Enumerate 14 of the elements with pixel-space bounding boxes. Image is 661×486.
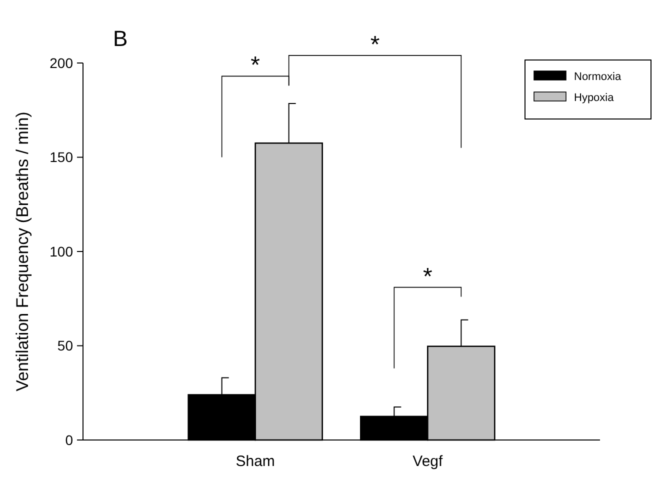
x-tick-label: Sham <box>236 453 275 470</box>
text: * <box>370 31 380 58</box>
chart-title: B <box>113 26 128 51</box>
y-tick-label: 200 <box>50 54 74 71</box>
x-tick-label: Vegf <box>412 453 444 470</box>
y-tick-label: 100 <box>50 243 74 260</box>
annotation: * <box>250 52 260 80</box>
y-tick-label: 0 <box>65 432 74 448</box>
y-axis-title: Ventilation Frequency (Breaths / min) <box>13 112 32 392</box>
legend-label: Normoxia <box>574 70 622 83</box>
annotation: * <box>422 263 432 290</box>
y-tick-label: 50 <box>57 338 74 354</box>
legend-label: Hypoxia <box>574 92 615 104</box>
y-tick-label: 150 <box>50 149 74 166</box>
